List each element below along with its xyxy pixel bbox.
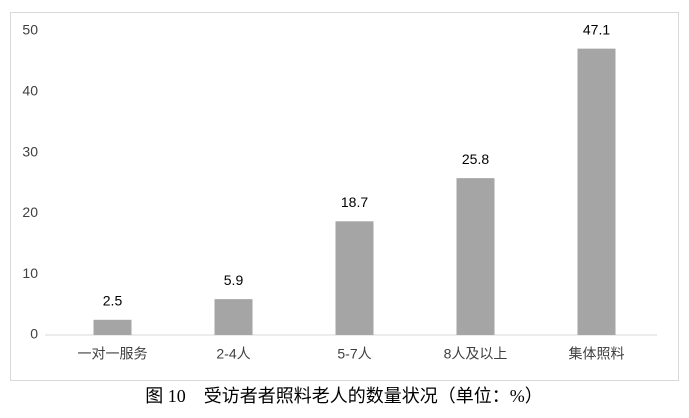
bar <box>214 299 253 335</box>
x-tick-label: 一对一服务 <box>78 346 148 362</box>
y-tick-label: 50 <box>22 22 38 38</box>
data-label: 25.8 <box>462 151 489 167</box>
bar <box>93 319 132 335</box>
x-tick-label: 8人及以上 <box>444 346 508 362</box>
bar <box>335 221 374 335</box>
x-tick-label: 2-4人 <box>216 346 250 362</box>
bar <box>456 178 495 335</box>
data-label: 5.9 <box>224 272 244 288</box>
data-label: 18.7 <box>341 194 368 210</box>
y-tick-label: 30 <box>22 143 38 159</box>
y-tick-label: 10 <box>22 265 38 281</box>
bar <box>577 48 616 336</box>
data-label: 2.5 <box>103 293 123 309</box>
y-tick-label: 40 <box>22 83 38 99</box>
y-tick-label: 0 <box>30 326 38 342</box>
x-tick-label: 集体照料 <box>569 346 625 362</box>
data-label: 47.1 <box>583 21 610 37</box>
chart-title: 图 10 受访者者照料老人的数量状况（单位：%） <box>145 386 543 406</box>
y-tick-label: 20 <box>22 204 38 220</box>
x-tick-label: 5-7人 <box>337 346 371 362</box>
